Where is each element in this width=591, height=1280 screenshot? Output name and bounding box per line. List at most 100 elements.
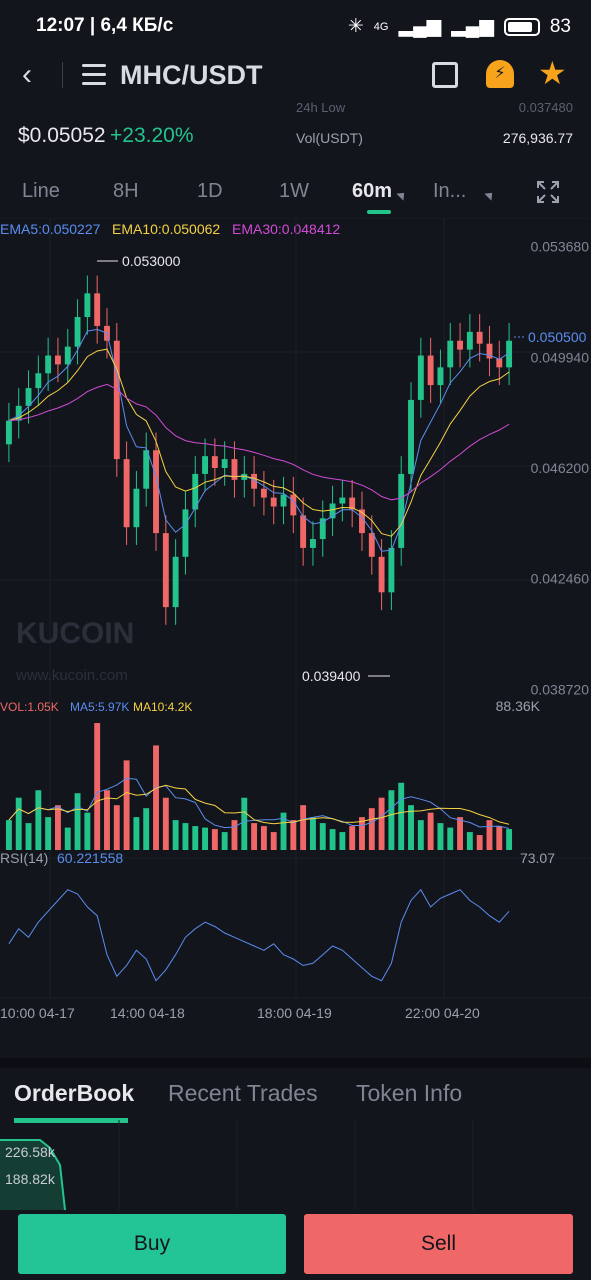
volume-bars: [5, 723, 513, 850]
battery-level: 83: [549, 15, 571, 37]
network-label: 4G: [373, 20, 389, 33]
status-time: 12:07 | 6,4 КБ/с: [36, 15, 174, 36]
candle: [74, 317, 81, 347]
volume-bar: [104, 790, 110, 850]
candle: [260, 488, 267, 498]
price-change: +23.20%: [110, 124, 194, 147]
volume-bar: [349, 826, 356, 850]
volume-bar: [182, 823, 189, 850]
rsi-max-label: 73.07: [520, 850, 555, 866]
volume-bar: [153, 745, 159, 850]
volume-bar: [74, 793, 81, 850]
candle: [319, 518, 326, 540]
current-price-label: 0.050500: [528, 329, 587, 345]
candle: [496, 358, 503, 368]
volume-bar: [25, 823, 32, 850]
watermark-url: www.kucoin.com: [15, 667, 128, 684]
interval-tabs: Line 8H 1D 1W 60m In...: [0, 170, 591, 218]
volume-bar: [300, 805, 307, 850]
tab-1w[interactable]: 1W: [279, 180, 309, 202]
ticker-summary: $0.05052 +23.20% 24h Low 0.037480 Vol(US…: [0, 98, 591, 162]
tab-1d[interactable]: 1D: [197, 180, 223, 202]
volume-bar: [15, 797, 22, 850]
ema30-label: EMA30:0.048412: [232, 221, 341, 237]
tab-orderbook[interactable]: OrderBook: [14, 1080, 135, 1106]
rsi-series: [8, 888, 510, 982]
ema10-label: EMA10:0.050062: [112, 221, 221, 237]
orderbook-tabs: OrderBook Recent Trades Token Info: [0, 1058, 591, 1123]
candle: [349, 497, 356, 510]
tab-token-info[interactable]: Token Info: [356, 1080, 463, 1106]
tab-60m[interactable]: 60m: [352, 180, 393, 202]
volume-bar: [290, 820, 297, 850]
time-tick-label: 10:00 04-17: [0, 1005, 75, 1021]
candle: [231, 459, 238, 480]
volume-value: 276,936.77: [502, 130, 573, 146]
rsi-label: RSI(14): [0, 850, 48, 866]
pair-title[interactable]: MHC/USDT: [120, 60, 263, 90]
volume-bar: [378, 797, 385, 850]
candle: [55, 355, 61, 365]
candle: [182, 509, 189, 557]
volume-bar: [339, 832, 346, 850]
tab-line[interactable]: Line: [22, 180, 60, 202]
volume-bar: [506, 829, 513, 850]
volume-bar: [192, 826, 199, 850]
alert-icon[interactable]: ⚡: [486, 60, 514, 88]
favorite-star-icon[interactable]: ★: [538, 55, 567, 91]
candle: [133, 488, 140, 528]
indicators-dropdown-icon: [484, 189, 496, 201]
price-chart[interactable]: KUCOIN www.kucoin.com 0.0536800.0499400.…: [0, 218, 591, 1048]
volume-bar: [310, 817, 316, 850]
ema5-line: [8, 328, 510, 552]
time-tick-label: 18:00 04-19: [257, 1005, 332, 1021]
candle: [64, 346, 71, 365]
candle: [15, 405, 22, 421]
share-icon[interactable]: [432, 62, 458, 88]
rsi-line: [8, 888, 510, 982]
ema-lines: [8, 328, 510, 552]
bluetooth-icon: ✳: [347, 16, 364, 37]
tab-recent-trades[interactable]: Recent Trades: [168, 1080, 318, 1106]
candle: [476, 331, 483, 344]
volume-bar: [359, 817, 365, 850]
volume-bar: [113, 805, 120, 850]
volume-bar: [319, 823, 326, 850]
candle: [417, 355, 424, 400]
price-tick-label: 0.053680: [531, 239, 590, 255]
tab-8h[interactable]: 8H: [113, 180, 139, 202]
candle: [241, 473, 248, 480]
volume-bar: [427, 812, 434, 850]
volume-bar: [162, 797, 169, 850]
depth-label-1: 226.58k: [5, 1144, 56, 1160]
volume-bar: [172, 820, 179, 850]
candle: [457, 340, 463, 350]
chart-grid: [0, 218, 591, 999]
volume-bar: [211, 829, 218, 850]
back-icon[interactable]: ‹: [22, 58, 32, 91]
volume-bar: [280, 812, 287, 850]
time-tick-label: 14:00 04-18: [110, 1005, 185, 1021]
candle: [486, 343, 493, 359]
candle: [45, 355, 52, 374]
candles: [5, 275, 513, 625]
volume-bar: [388, 790, 395, 850]
buy-button[interactable]: Buy: [18, 1214, 286, 1274]
volume-bar: [35, 790, 42, 850]
volume-max-label: 88.36K: [496, 698, 541, 714]
interval-dropdown-icon: [396, 189, 408, 201]
candle: [251, 473, 258, 489]
volume-bar: [368, 808, 375, 850]
tab-indicators[interactable]: In...: [433, 180, 467, 202]
price-axis: 0.053680 0.049940 0.046200 0.042460 0.038720: [531, 239, 590, 698]
fullscreen-icon[interactable]: [536, 180, 560, 204]
candle: [202, 456, 208, 474]
menu-icon[interactable]: [82, 64, 106, 86]
volume-bar: [45, 817, 52, 850]
volume-bar: [329, 829, 336, 850]
sell-button[interactable]: Sell: [304, 1214, 573, 1274]
last-price: $0.05052: [18, 124, 106, 147]
candle: [506, 340, 513, 368]
high-marker-label: 0.053000: [122, 253, 181, 269]
watermark-brand: KUCOIN: [16, 617, 134, 650]
